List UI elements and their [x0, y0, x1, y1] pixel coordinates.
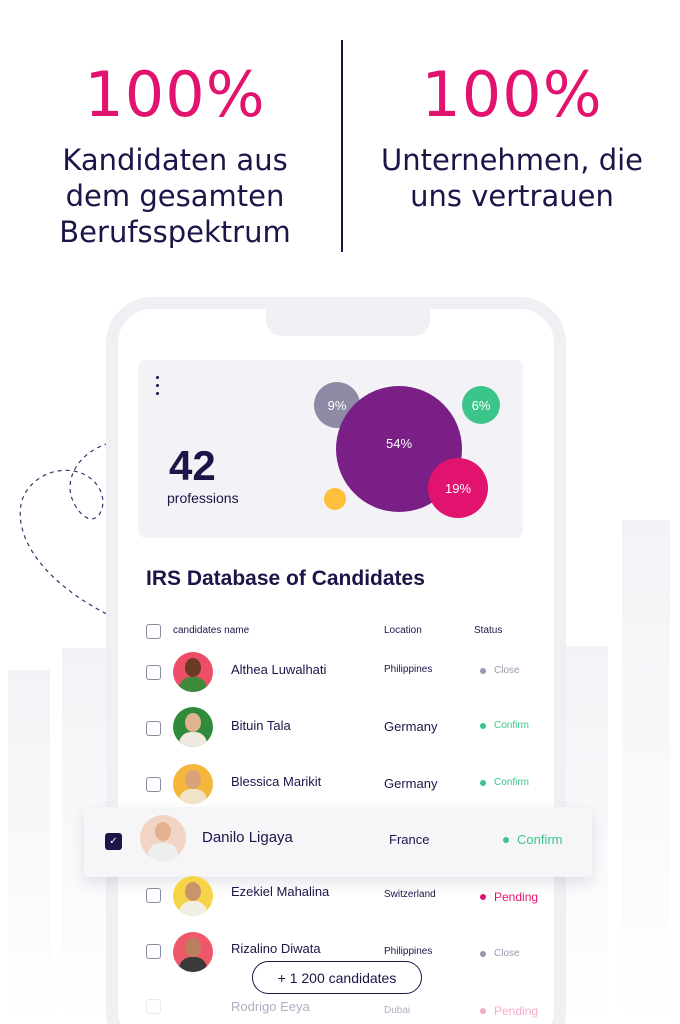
header-location: Location: [384, 625, 422, 636]
stat-candidates: 100% Kandidaten aus dem gesamten Berufss…: [20, 58, 330, 250]
bubble-small: [324, 488, 346, 510]
status-badge: Close: [480, 665, 520, 676]
row-checkbox[interactable]: [146, 777, 161, 792]
stat-value: 100%: [421, 58, 603, 131]
status-badge: Pending: [480, 1004, 538, 1018]
avatar: [173, 932, 213, 972]
candidate-location: Germany: [384, 719, 438, 734]
avatar: [173, 652, 213, 692]
row-checkbox[interactable]: [146, 888, 161, 903]
stat-companies: 100% Unternehmen, die uns vertrauen: [352, 58, 672, 214]
bubble-6: 6%: [462, 386, 500, 424]
status-badge: Pending: [480, 890, 538, 904]
stat-label-line: dem gesamten: [65, 179, 285, 213]
background-bar: [8, 670, 50, 1024]
row-checkbox[interactable]: [146, 944, 161, 959]
more-candidates-button[interactable]: + 1 200 candidates: [252, 961, 422, 994]
stat-label-line: Kandidaten aus: [62, 143, 288, 177]
select-all-checkbox[interactable]: [146, 624, 161, 639]
status-badge: Confirm: [480, 777, 529, 788]
row-checkbox[interactable]: [146, 665, 161, 680]
stat-label-line: uns vertrauen: [410, 179, 614, 213]
professions-count: 42: [169, 442, 216, 489]
stat-label: Unternehmen, die uns vertrauen: [352, 142, 672, 214]
candidate-name: Blessica Marikit: [231, 774, 322, 789]
avatar: [173, 764, 213, 804]
more-options-icon[interactable]: [156, 376, 160, 400]
summary-card: 42 professions 9% 54% 6% 19%: [138, 360, 523, 538]
candidate-name: Bituin Tala: [231, 718, 291, 733]
stat-divider: [341, 40, 343, 252]
candidate-location: France: [389, 832, 430, 847]
header-status: Status: [474, 625, 503, 636]
row-checkbox[interactable]: [146, 999, 161, 1014]
table-row-selected[interactable]: ✓ Danilo Ligaya France Confirm: [84, 807, 592, 877]
table-title: IRS Database of Candidates: [146, 567, 425, 590]
status-badge: Confirm: [503, 832, 563, 847]
stat-label: Kandidaten aus dem gesamten Berufsspektr…: [20, 142, 330, 250]
candidate-location: Dubai: [384, 1005, 411, 1016]
stat-label-line: Berufsspektrum: [59, 215, 291, 249]
avatar: [140, 815, 186, 861]
row-checkbox[interactable]: [146, 721, 161, 736]
bubble-19: 19%: [428, 458, 488, 518]
avatar: [173, 876, 213, 916]
candidate-name: Althea Luwalhati: [231, 662, 327, 677]
candidate-location: Philippines: [384, 946, 433, 957]
candidate-location: Germany: [384, 776, 438, 791]
stat-label-line: Unternehmen, die: [380, 143, 644, 177]
candidate-name: Ezekiel Mahalina: [231, 884, 330, 899]
candidate-location: Philippines: [384, 664, 433, 675]
header-name: candidates name: [173, 625, 250, 636]
stat-value: 100%: [84, 58, 266, 131]
candidate-name: Rizalino Diwata: [231, 941, 321, 956]
row-checkbox-checked[interactable]: ✓: [105, 833, 122, 850]
status-badge: Confirm: [480, 720, 529, 731]
candidate-location: Switzerland: [384, 889, 436, 900]
candidate-name: Rodrigo Eeya: [231, 999, 310, 1014]
phone-notch: [266, 308, 430, 336]
professions-label: professions: [167, 490, 239, 506]
candidate-name: Danilo Ligaya: [202, 829, 293, 846]
avatar: [173, 707, 213, 747]
background-bar: [622, 520, 670, 1024]
status-badge: Close: [480, 948, 520, 959]
